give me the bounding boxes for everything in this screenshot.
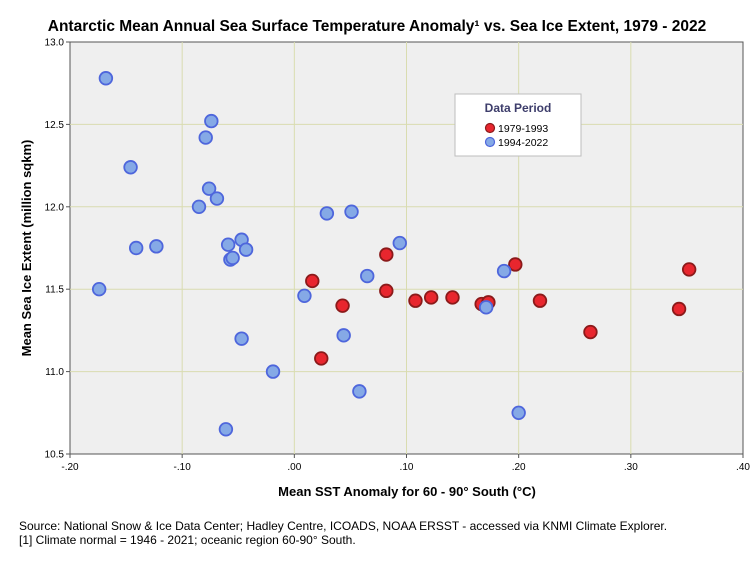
data-point-1994-2022: [392, 235, 407, 251]
data-point-1994-2022: [496, 263, 512, 279]
data-point-1979-1993: [532, 293, 548, 308]
y-tick-label: 12.0: [45, 202, 65, 213]
data-points: [91, 71, 697, 437]
y-axis-ticks: 10.5 11.0 11.5 12.0 12.5 13.0: [45, 38, 70, 461]
x-tick-label: -.20: [61, 462, 79, 473]
data-point-1979-1993: [508, 257, 523, 272]
data-point-1994-2022: [336, 328, 351, 343]
x-axis-label: Mean SST Anomaly for 60 - 90° South (°C): [278, 484, 536, 499]
legend-box: [454, 93, 582, 157]
x-tick-label: .20: [512, 462, 526, 473]
y-tick-label: 12.5: [45, 120, 65, 131]
data-point-1994-2022: [191, 199, 207, 215]
data-point-1994-2022: [238, 242, 254, 257]
y-tick-label: 11.5: [45, 285, 64, 296]
data-point-1994-2022: [220, 237, 236, 252]
gridlines: [70, 42, 743, 454]
legend-marker-1979-1993: [484, 122, 496, 134]
y-tick-label: 11.0: [45, 367, 64, 378]
data-point-1979-1993: [379, 283, 394, 299]
data-point-1994-2022: [319, 206, 335, 221]
data-point-1994-2022: [204, 113, 219, 129]
legend: Data Period 1979-1993 1994-2022: [454, 93, 582, 157]
x-tick-label: .40: [736, 462, 750, 473]
data-point-1994-2022: [128, 240, 144, 256]
y-tick-label: 10.5: [45, 450, 65, 461]
data-point-1994-2022: [225, 250, 240, 266]
data-point-1994-2022: [149, 239, 164, 254]
legend-label-1979-1993: 1979-1993: [498, 123, 548, 135]
data-point-1994-2022: [201, 181, 217, 196]
data-point-1994-2022: [123, 160, 138, 175]
data-point-1979-1993: [379, 247, 394, 262]
x-tick-label: .00: [287, 462, 301, 473]
data-point-1994-2022: [511, 405, 526, 421]
data-point-1994-2022: [91, 282, 107, 297]
data-point-1994-2022: [209, 191, 225, 206]
data-point-1979-1993: [423, 290, 439, 305]
data-point-1994-2022: [360, 268, 375, 284]
climate-normal-note: [1] Climate normal = 1946 - 2021; oceani…: [19, 533, 356, 547]
data-point-1979-1993: [305, 273, 320, 289]
x-axis-ticks: -.20 -.10 .00 .10 .20 .30 .40: [61, 454, 750, 473]
data-point-1979-1993: [681, 262, 697, 277]
data-point-1994-2022: [297, 288, 312, 303]
data-point-1994-2022: [478, 300, 494, 315]
x-tick-label: .30: [624, 462, 638, 473]
legend-label-1994-2022: 1994-2022: [498, 137, 548, 149]
data-point-1979-1993: [583, 324, 598, 340]
data-point-1994-2022: [198, 130, 213, 145]
x-tick-label: .10: [400, 462, 414, 473]
data-point-1979-1993: [335, 298, 350, 313]
source-note: Source: National Snow & Ice Data Center;…: [19, 519, 668, 533]
y-tick-label: 13.0: [45, 38, 65, 49]
data-point-1979-1993: [408, 293, 423, 308]
data-point-1994-2022: [344, 204, 359, 219]
data-point-1994-2022: [265, 364, 281, 379]
legend-title: Data Period: [485, 101, 552, 115]
chart-title: Antarctic Mean Annual Sea Surface Temper…: [48, 18, 706, 35]
legend-marker-1994-2022: [484, 136, 496, 148]
data-point-1979-1993: [671, 301, 687, 317]
x-tick-label: -.10: [174, 462, 192, 473]
data-point-1994-2022: [234, 331, 249, 346]
data-point-1979-1993: [314, 351, 329, 366]
data-point-1994-2022: [352, 384, 367, 399]
data-point-1994-2022: [98, 71, 114, 86]
y-axis-label: Mean Sea Ice Extent (million sqkm): [19, 140, 34, 357]
data-point-1994-2022: [218, 422, 234, 437]
data-point-1979-1993: [445, 290, 460, 305]
